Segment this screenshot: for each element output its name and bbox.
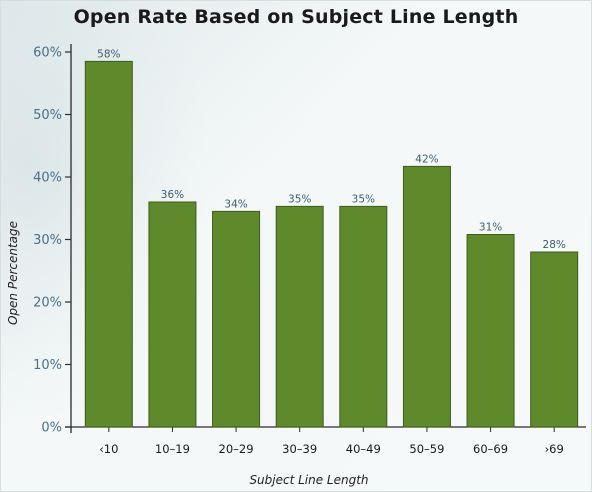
- data-label: 28%: [543, 239, 566, 251]
- bars: [84, 60, 579, 428]
- x-tick-label: 10–19: [155, 442, 190, 456]
- chart-title: Open Rate Based on Subject Line Length: [73, 6, 519, 28]
- bar: [84, 60, 133, 428]
- y-tick-label: 50%: [33, 108, 62, 123]
- data-label: 31%: [479, 222, 502, 234]
- bar: [148, 201, 197, 428]
- y-tick-label: 0%: [41, 421, 62, 436]
- data-label: 42%: [415, 153, 438, 165]
- x-tick-label: ‹10: [99, 442, 118, 456]
- y-tick-label: 30%: [33, 233, 62, 248]
- data-label: 35%: [352, 193, 375, 205]
- x-tick-label: 30–39: [282, 442, 317, 456]
- x-tick-label: ›69: [545, 442, 564, 456]
- x-tick-labels: ‹10 10–19 20–29 30–39 40–49 50–59 60–69 ›69: [99, 442, 564, 456]
- x-axis-label: Subject Line Length: [249, 473, 368, 487]
- bar: [275, 205, 324, 428]
- x-tick-label: 60–69: [473, 442, 508, 456]
- y-tick-labels: 0% 10% 20% 30% 40% 50% 60%: [33, 46, 62, 436]
- y-tick-label: 60%: [33, 46, 62, 61]
- bar: [530, 251, 579, 428]
- data-label: 58%: [97, 48, 120, 60]
- data-label: 35%: [288, 193, 311, 205]
- data-labels: 58% 36% 34% 35% 35% 42% 31% 28%: [97, 48, 566, 251]
- x-tick-label: 50–59: [409, 442, 444, 456]
- data-label: 36%: [161, 189, 184, 201]
- x-tick-label: 40–49: [346, 442, 381, 456]
- x-tick-label: 20–29: [219, 442, 254, 456]
- bar: [339, 205, 388, 428]
- y-axis-label: Open Percentage: [6, 221, 20, 325]
- bar: [402, 165, 451, 428]
- y-tick-label: 40%: [33, 171, 62, 186]
- bar: [466, 234, 515, 428]
- y-tick-label: 20%: [33, 296, 62, 311]
- y-tick-label: 10%: [33, 358, 62, 373]
- bar: [212, 210, 261, 428]
- data-label: 34%: [224, 198, 247, 210]
